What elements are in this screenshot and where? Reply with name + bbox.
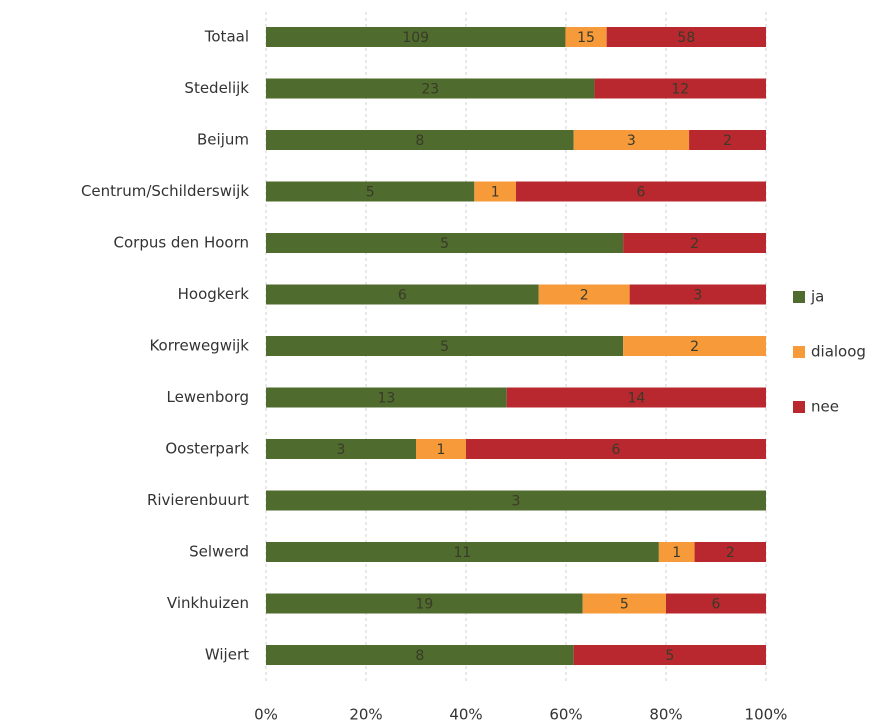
data-label: 2: [723, 133, 732, 149]
y-tick-label: Oosterpark: [165, 440, 249, 458]
bar-segment: [266, 593, 583, 614]
bar-segment: [623, 336, 766, 356]
bar-segment: [266, 130, 574, 150]
data-label: 2: [580, 288, 589, 304]
legend-swatch: [793, 401, 805, 413]
y-tick-label: Wijert: [205, 646, 249, 664]
legend-swatch: [793, 346, 805, 358]
y-tick-label: Rivierenbuurt: [147, 491, 249, 509]
data-label: 5: [440, 339, 449, 355]
data-label: 6: [398, 288, 407, 304]
data-label: 3: [337, 442, 346, 458]
data-label: 19: [415, 597, 433, 613]
bar-segment: [266, 233, 624, 253]
data-label: 2: [726, 545, 735, 561]
data-label: 11: [454, 545, 472, 561]
data-label: 15: [577, 30, 595, 46]
bar-segment: [666, 593, 766, 614]
data-label: 58: [677, 30, 695, 46]
bar-segment: [466, 439, 766, 459]
bar-segment: [689, 130, 766, 150]
y-tick-label: Totaal: [204, 28, 249, 46]
bar-segment: [606, 27, 766, 47]
data-label: 3: [693, 288, 702, 304]
data-label: 109: [402, 30, 429, 46]
x-tick-label: 80%: [649, 706, 682, 724]
bar-segment: [694, 542, 766, 562]
data-label: 6: [637, 185, 646, 201]
bar-segment: [266, 542, 659, 562]
bar-segment: [658, 542, 695, 562]
legend-label: dialoog: [811, 343, 866, 361]
x-tick-label: 0%: [254, 706, 278, 724]
bar-segment: [538, 284, 630, 305]
bar-segment: [623, 233, 766, 253]
data-label: 5: [620, 597, 629, 613]
bar-segment: [573, 130, 690, 150]
bar-segment: [565, 27, 607, 47]
bar-segment: [474, 181, 516, 202]
data-label: 6: [712, 597, 721, 613]
x-tick-label: 60%: [549, 706, 582, 724]
bar-segment: [594, 78, 766, 99]
bar-segment: [266, 387, 507, 408]
y-tick-label: Vinkhuizen: [167, 594, 249, 612]
y-tick-label: Stedelijk: [184, 79, 249, 97]
y-tick-label: Lewenborg: [167, 388, 249, 406]
bar-segment: [416, 439, 466, 459]
data-label: 8: [415, 133, 424, 149]
bar-segment: [266, 78, 595, 99]
data-label: 8: [415, 648, 424, 664]
data-label: 5: [440, 236, 449, 252]
bar-segment: [266, 439, 416, 459]
data-label: 6: [612, 442, 621, 458]
data-label: 5: [366, 185, 375, 201]
bar-segment: [629, 284, 766, 305]
legend-swatch: [793, 291, 805, 303]
data-label: 1: [437, 442, 446, 458]
bar-segment: [582, 593, 666, 614]
data-label: 23: [421, 82, 439, 98]
y-tick-label: Hoogkerk: [178, 285, 250, 303]
data-label: 5: [665, 648, 674, 664]
data-label: 13: [377, 391, 395, 407]
x-tick-label: 40%: [449, 706, 482, 724]
x-tick-label: 20%: [349, 706, 382, 724]
data-label: 12: [671, 82, 689, 98]
bar-segment: [266, 490, 766, 511]
data-label: 1: [491, 185, 500, 201]
bar-segment: [266, 336, 624, 356]
bar-segment: [266, 645, 574, 665]
bar-segment: [266, 27, 566, 47]
legend-label: nee: [811, 398, 839, 416]
y-tick-label: Beijum: [197, 131, 249, 149]
x-tick-label: 100%: [745, 706, 788, 724]
y-tick-label: Korrewegwijk: [149, 337, 249, 355]
data-label: 2: [690, 339, 699, 355]
y-tick-label: Centrum/Schilderswijk: [81, 182, 249, 200]
data-label: 2: [690, 236, 699, 252]
y-tick-label: Corpus den Hoorn: [114, 234, 250, 252]
data-label: 3: [627, 133, 636, 149]
data-label: 3: [512, 494, 521, 510]
legend-label: ja: [810, 288, 824, 306]
bar-segment: [506, 387, 766, 408]
data-label: 14: [627, 391, 645, 407]
data-label: 1: [672, 545, 681, 561]
bar-segment: [266, 181, 475, 202]
bar-segment: [516, 181, 766, 202]
bar-segment: [573, 645, 766, 665]
y-tick-label: Selwerd: [189, 543, 249, 561]
bar-segment: [266, 284, 539, 305]
